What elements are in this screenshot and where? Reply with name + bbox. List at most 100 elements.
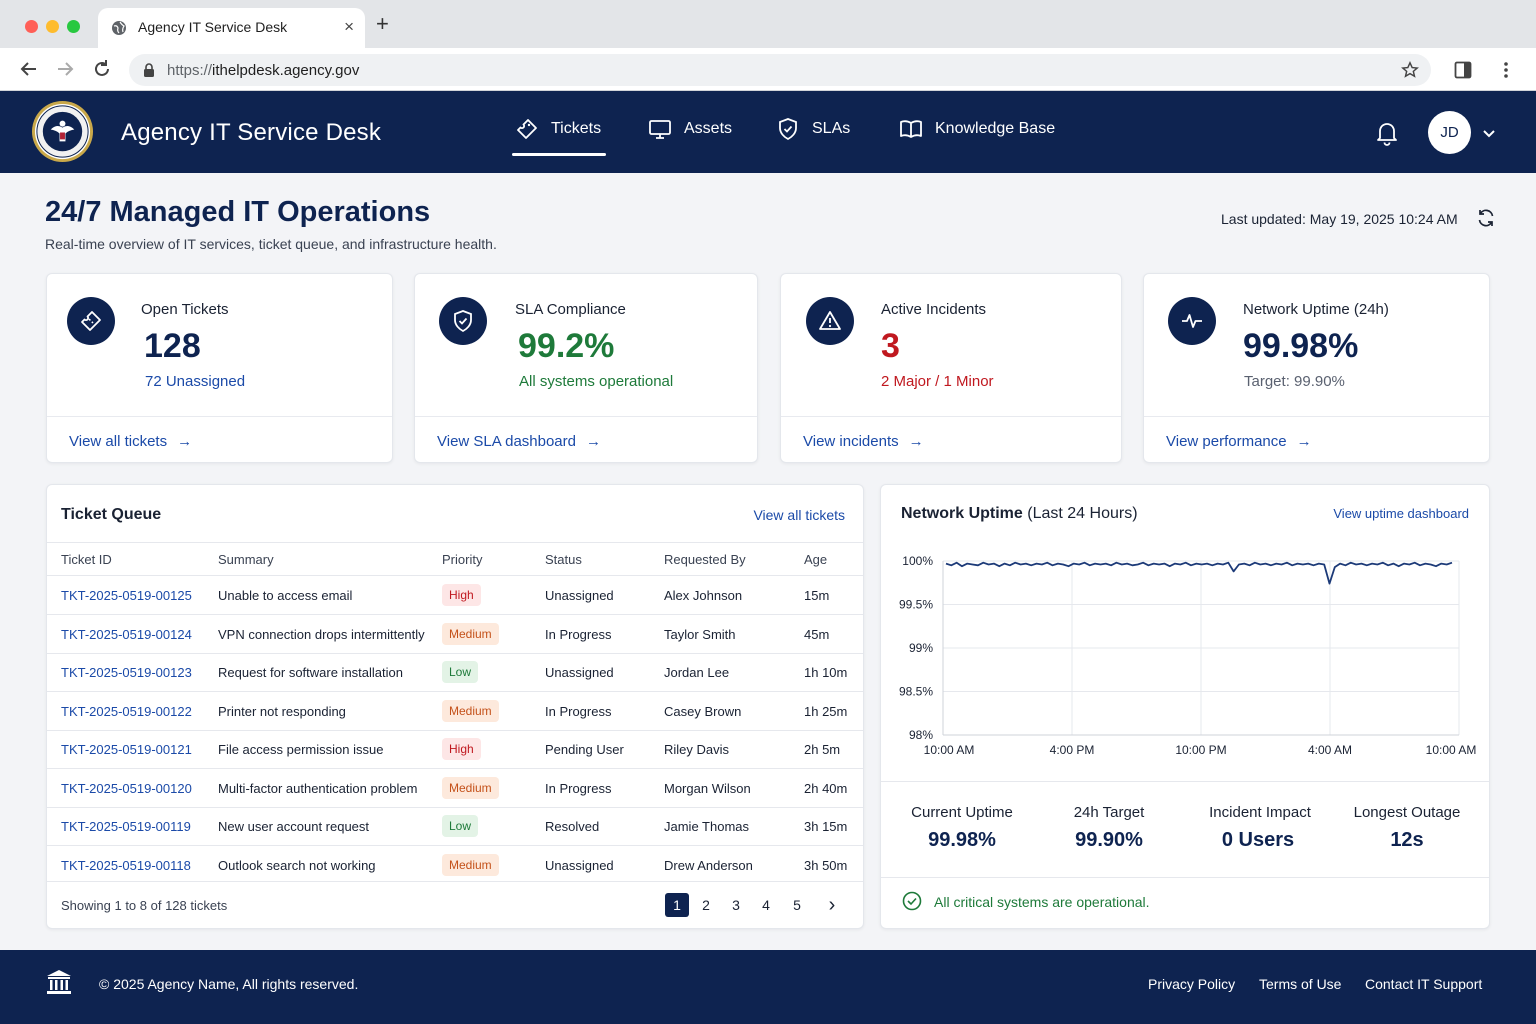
kpi-subtext: 2 Major / 1 Minor: [881, 373, 994, 390]
stat-value: 12s: [1390, 829, 1424, 851]
kpi-label: Open Tickets: [141, 301, 229, 318]
view-sla-dashboard-link[interactable]: View SLA dashboard →: [437, 433, 601, 450]
government-building-icon: [47, 970, 71, 994]
nav-slas[interactable]: SLAs: [776, 117, 850, 157]
priority-badge: Low: [442, 815, 479, 837]
contact-it-support-link[interactable]: Contact IT Support: [1365, 976, 1483, 992]
ticket-id-link[interactable]: TKT-2025-0519-00124: [61, 626, 192, 642]
page-title: 24/7 Managed IT Operations: [45, 196, 431, 228]
kpi-card-active-incidents: Active Incidents 3 2 Major / 1 Minor Vie…: [780, 273, 1122, 463]
check-circle-icon: [902, 891, 922, 911]
browser-tab[interactable]: Agency IT Service Desk ×: [98, 8, 365, 48]
table-row[interactable]: TKT-2025-0519-00118 Outlook search not wo…: [47, 846, 863, 884]
ticket-id-link[interactable]: TKT-2025-0519-00122: [61, 703, 192, 719]
close-icon[interactable]: ×: [344, 17, 354, 36]
copyright-text: © 2025 Agency Name, All rights reserved.: [99, 976, 359, 992]
kpi-value: 99.2%: [518, 327, 615, 365]
page-button-3[interactable]: 3: [732, 897, 740, 913]
page-button-4[interactable]: 4: [762, 897, 770, 913]
privacy-policy-link[interactable]: Privacy Policy: [1148, 976, 1236, 992]
nav-assets[interactable]: Assets: [648, 117, 732, 157]
address-bar[interactable]: https://ithelpdesk.agency.gov: [129, 54, 1431, 86]
bell-icon[interactable]: [1375, 120, 1399, 146]
ticket-queue-panel: Ticket Queue View all tickets Ticket ID …: [46, 484, 864, 929]
view-all-tickets-link[interactable]: View all tickets →: [69, 433, 193, 450]
nav-tickets[interactable]: Tickets: [515, 117, 601, 157]
table-row[interactable]: TKT-2025-0519-00124 VPN connection drops …: [47, 615, 863, 654]
minimize-window-button[interactable]: [46, 20, 59, 33]
divider: [881, 877, 1489, 878]
priority-badge: Medium: [442, 699, 499, 722]
kpi-label: SLA Compliance: [515, 301, 626, 318]
kpi-card-network-uptime: Network Uptime (24h) 99.98% Target: 99.9…: [1143, 273, 1490, 463]
view-performance-link[interactable]: View performance →: [1166, 433, 1312, 450]
column-header-priority[interactable]: Priority: [442, 552, 483, 567]
view-uptime-dashboard-link[interactable]: View uptime dashboard: [1333, 506, 1469, 521]
ticket-status: Pending User: [545, 742, 624, 757]
terms-of-use-link[interactable]: Terms of Use: [1259, 976, 1342, 992]
divider: [415, 416, 757, 417]
back-arrow-icon[interactable]: [18, 58, 40, 80]
table-row[interactable]: TKT-2025-0519-00123 Request for software …: [47, 653, 863, 692]
ticket-id-link[interactable]: TKT-2025-0519-00120: [61, 780, 192, 796]
column-header-requested-by[interactable]: Requested By: [664, 552, 746, 567]
priority-badge: Medium: [442, 776, 499, 799]
ticket-id-link[interactable]: TKT-2025-0519-00119: [61, 819, 191, 834]
table-row[interactable]: TKT-2025-0519-00120 Multi-factor authenti…: [47, 769, 863, 808]
table-row[interactable]: TKT-2025-0519-00122 Printer not respondin…: [47, 692, 863, 731]
y-tick-label: 99%: [909, 641, 933, 655]
table-row[interactable]: TKT-2025-0519-00121 File access permissio…: [47, 730, 863, 769]
stat-value: 99.98%: [928, 829, 996, 851]
page-button-5[interactable]: 5: [793, 897, 801, 913]
ticket-age: 1h 25m: [804, 703, 848, 719]
more-menu-icon[interactable]: [1500, 61, 1512, 79]
table-row[interactable]: TKT-2025-0519-00119 New user account requ…: [47, 807, 863, 846]
kpi-icon-circle: [1168, 297, 1216, 345]
column-header-ticket-id[interactable]: Ticket ID: [61, 552, 112, 567]
ticket-summary: Request for software installation: [218, 665, 403, 680]
ticket-age: 2h 40m: [804, 780, 848, 796]
bookmark-star-icon[interactable]: [1401, 61, 1419, 79]
priority-badge: High: [442, 584, 481, 606]
user-avatar[interactable]: JD: [1428, 111, 1471, 154]
new-tab-button[interactable]: +: [376, 11, 389, 36]
table-row[interactable]: TKT-2025-0519-00125 Unable to access emai…: [47, 576, 863, 615]
chevron-down-icon[interactable]: [1481, 125, 1497, 141]
column-header-age[interactable]: Age: [804, 552, 828, 567]
priority-badge: Low: [442, 661, 479, 683]
refresh-icon[interactable]: [1476, 208, 1496, 228]
pagination-summary: Showing 1 to 8 of 128 tickets: [61, 898, 228, 913]
maximize-window-button[interactable]: [67, 20, 80, 33]
kpi-icon-circle: [806, 297, 854, 345]
ticket-icon: [81, 311, 101, 331]
kpi-subtext: All systems operational: [519, 373, 674, 390]
row-divider: [47, 652, 863, 654]
browser-toolbar: https://ithelpdesk.agency.gov: [0, 48, 1536, 91]
tab-bar: Agency IT Service Desk × +: [0, 0, 1536, 48]
tab-title: Agency IT Service Desk: [138, 19, 288, 35]
side-panel-icon[interactable]: [1454, 61, 1472, 79]
page-button-2[interactable]: 2: [702, 897, 710, 913]
kpi-label: Network Uptime (24h): [1243, 301, 1389, 318]
view-incidents-link[interactable]: View incidents →: [803, 433, 924, 450]
stat-value: 0 Users: [1221, 829, 1295, 851]
row-divider: [47, 806, 863, 808]
next-page-chevron-icon[interactable]: ›: [828, 894, 836, 916]
ticket-id-link[interactable]: TKT-2025-0519-00123: [61, 665, 192, 680]
ticket-id-link[interactable]: TKT-2025-0519-00118: [61, 857, 191, 873]
page-button-1[interactable]: 1: [665, 893, 689, 917]
ticket-queue-title: Ticket Queue: [61, 506, 162, 523]
ticket-id-link[interactable]: TKT-2025-0519-00121: [61, 742, 192, 757]
column-header-summary[interactable]: Summary: [218, 552, 274, 567]
close-window-button[interactable]: [25, 20, 38, 33]
nav-knowledge-base[interactable]: Knowledge Base: [899, 117, 1055, 157]
reload-icon[interactable]: [91, 58, 113, 80]
column-header-status[interactable]: Status: [545, 552, 582, 567]
ticket-requester: Drew Anderson: [664, 857, 753, 873]
ticket-queue-view-all-link[interactable]: View all tickets: [753, 507, 845, 523]
arrow-right-icon: →: [177, 433, 193, 450]
ticket-summary: Unable to access email: [218, 588, 353, 603]
forward-arrow-icon[interactable]: [54, 58, 76, 80]
ticket-id-link[interactable]: TKT-2025-0519-00125: [61, 588, 192, 603]
nav-tickets-label: Tickets: [551, 120, 602, 137]
